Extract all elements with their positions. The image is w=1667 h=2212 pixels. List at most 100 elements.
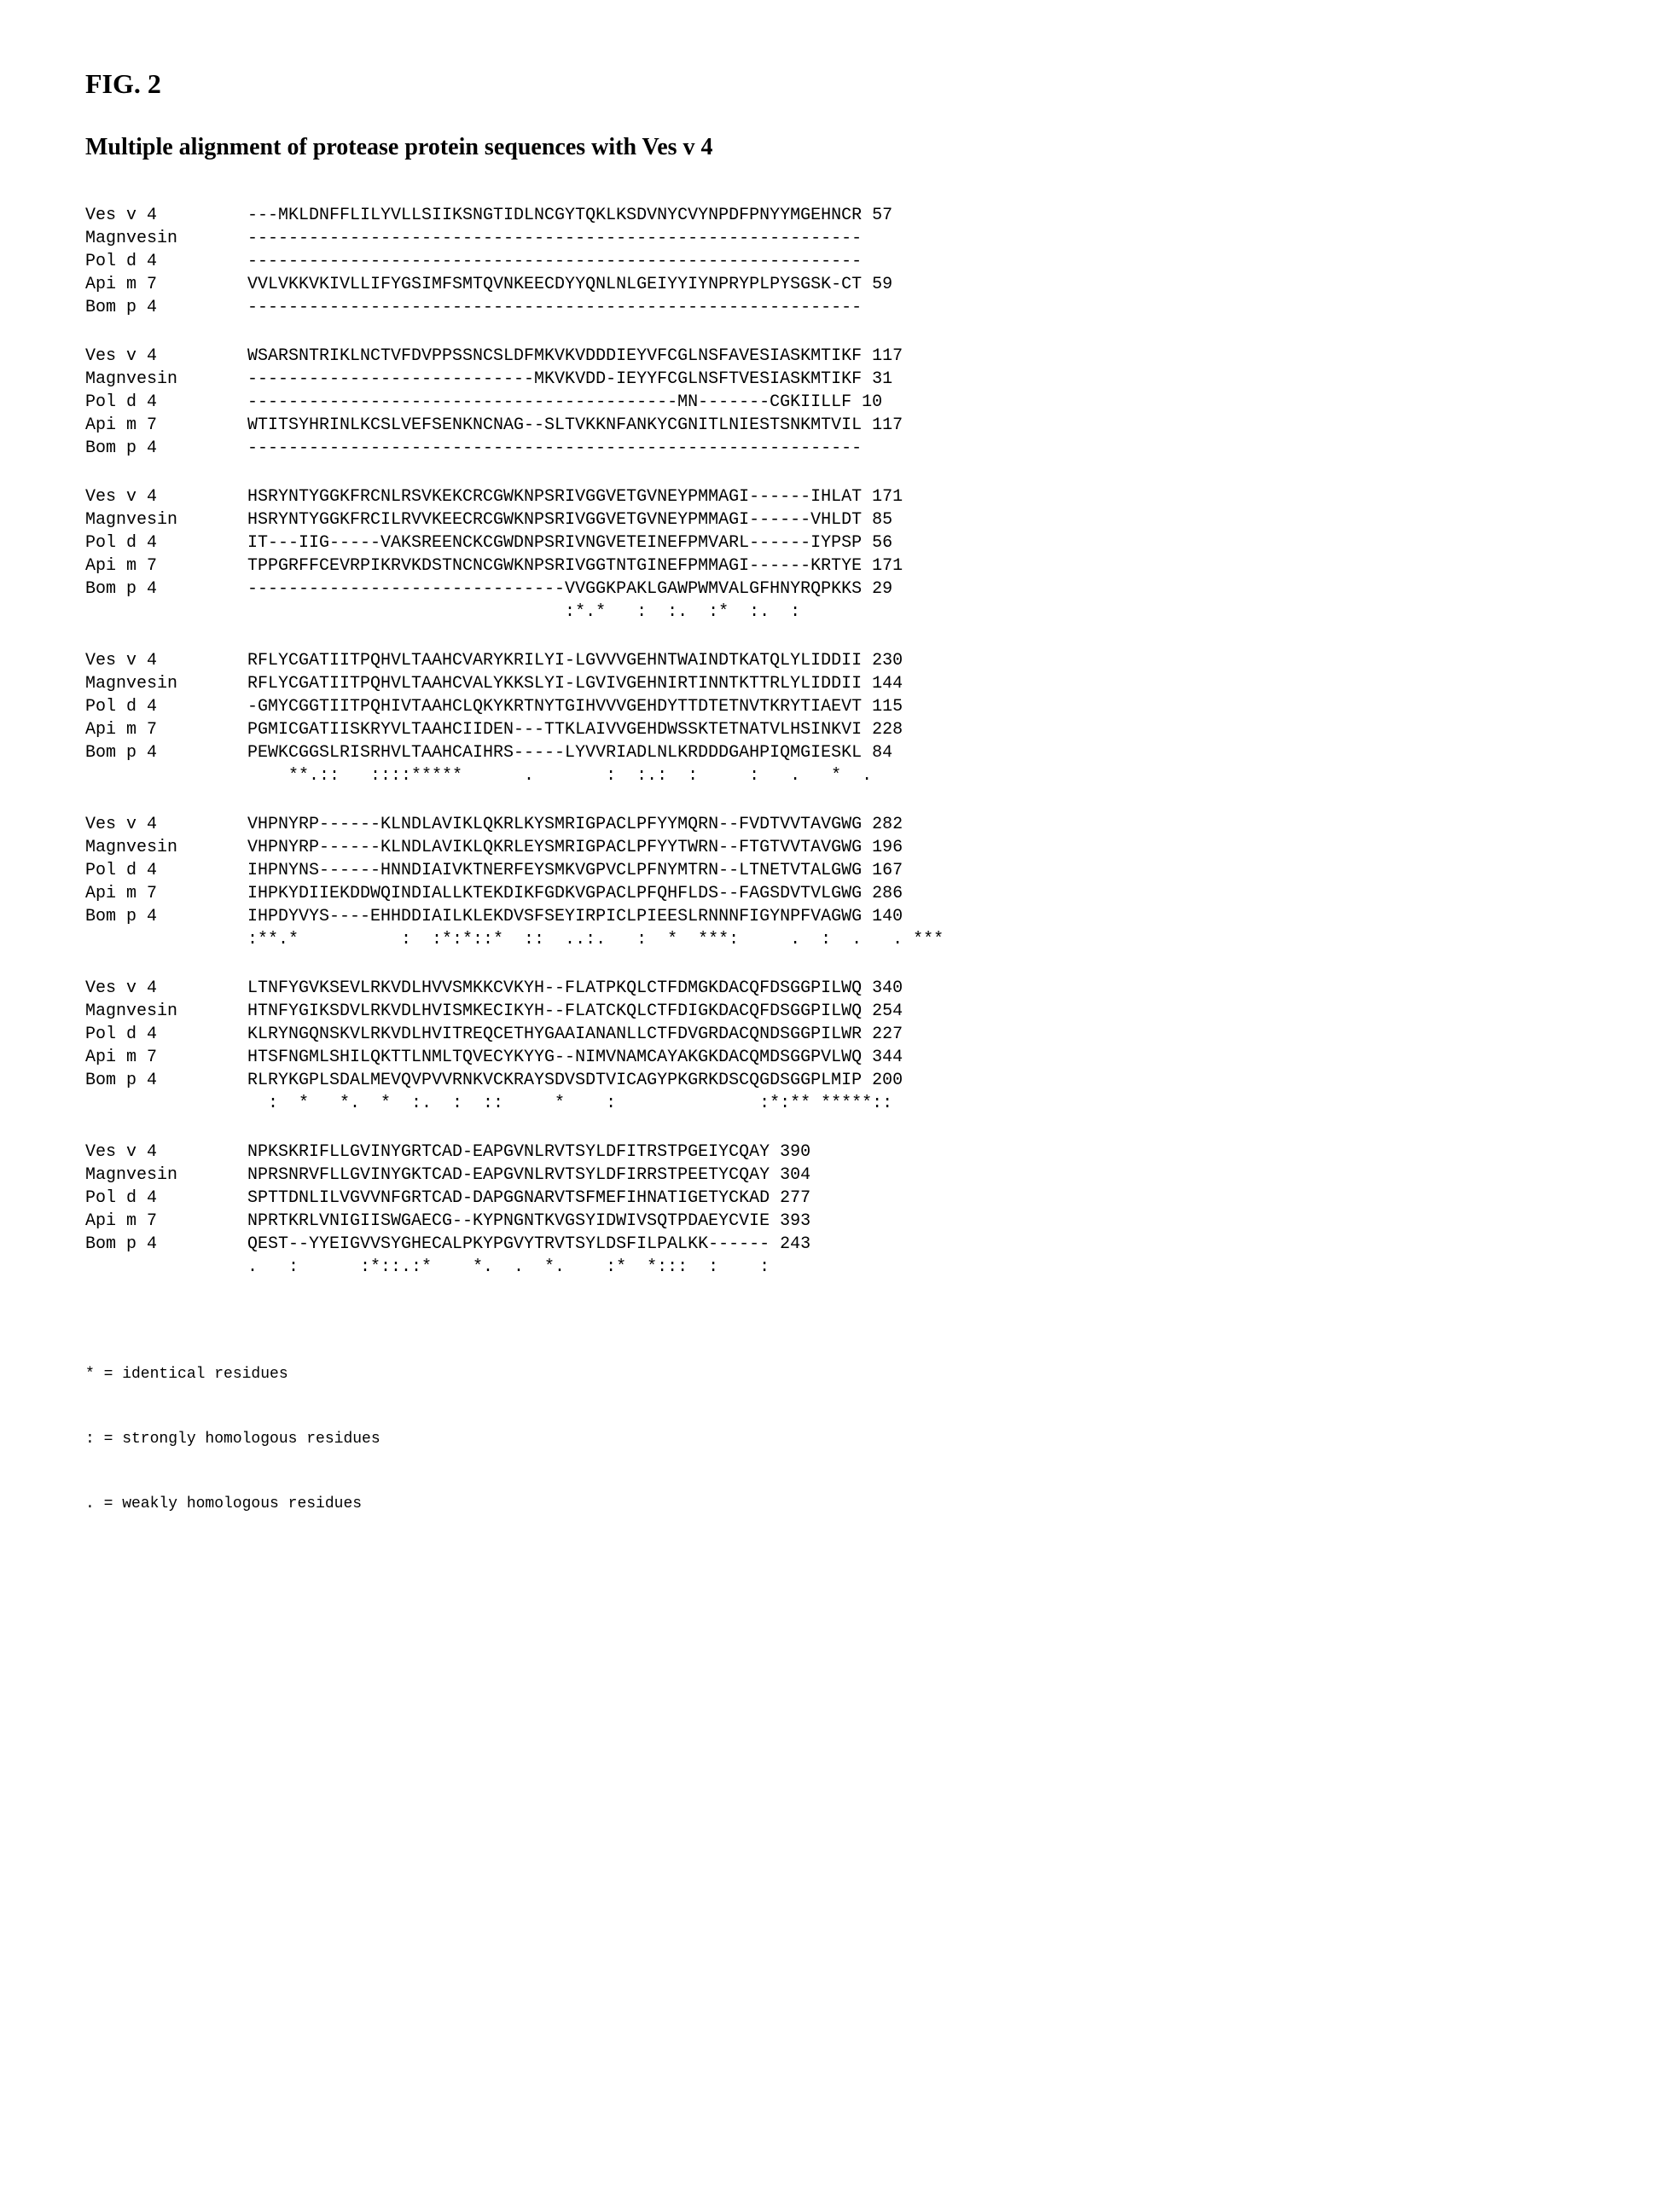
sequence-position: 140 — [862, 905, 903, 928]
sequence-text: -GMYCGGTIITPQHIVTAAHCLQKYKRTNYTGIHVVVGEH… — [247, 695, 862, 718]
sequence-text: NPKSKRIFLLGVINYGRTCAD-EAPGVNLRVTSYLDFITR… — [247, 1141, 770, 1164]
sequence-position: 228 — [862, 718, 903, 741]
alignment-container: Ves v 4 ---MKLDNFFLILYVLLSIIKSNGTIDLNCGYT… — [85, 204, 1582, 1279]
sequence-position: 29 — [862, 578, 892, 601]
sequence-label: Bom p 4 — [85, 741, 247, 764]
sequence-position: 171 — [862, 485, 903, 508]
sequence-position: 57 — [862, 204, 892, 227]
sequence-label: Magnvesin — [85, 1000, 247, 1023]
sequence-position: 85 — [862, 508, 892, 531]
sequence-text: SPTTDNLILVGVVNFGRTCAD-DAPGGNARVTSFMEFIHN… — [247, 1187, 770, 1210]
sequence-label: Ves v 4 — [85, 345, 247, 368]
sequence-text: IHPKYDIIEKDDWQINDIALLKTEKDIKFGDKVGPACLPF… — [247, 882, 862, 905]
sequence-position: 171 — [862, 554, 903, 578]
sequence-text: VVLVKKVKIVLLIFYGSIMFSMTQVNKEECDYYQNLNLGE… — [247, 273, 862, 296]
sequence-row: MagnvesinRFLYCGATIITPQHVLTAAHCVALYKKSLYI… — [85, 672, 1582, 695]
sequence-label: Api m 7 — [85, 882, 247, 905]
sequence-label: Bom p 4 — [85, 578, 247, 601]
sequence-position: 117 — [862, 345, 903, 368]
sequence-position: 117 — [862, 414, 903, 437]
sequence-position: 344 — [862, 1046, 903, 1069]
sequence-position: 196 — [862, 836, 903, 859]
sequence-row: Bom p 4PEWKCGGSLRISRHVLTAAHCAIHRS-----LY… — [85, 741, 1582, 764]
sequence-text: LTNFYGVKSEVLRKVDLHVVSMKKCVKYH--FLATPKQLC… — [247, 977, 862, 1000]
sequence-position: 144 — [862, 672, 903, 695]
sequence-row: Api m 7WTITSYHRINLKCSLVEFSENKNCNAG--SLTV… — [85, 414, 1582, 437]
sequence-label: Pol d 4 — [85, 1187, 247, 1210]
sequence-row: Magnvesin----------------------------MKV… — [85, 368, 1582, 391]
sequence-text: PGMICGATIISKRYVLTAAHCIIDEN---TTKLAIVVGEH… — [247, 718, 862, 741]
sequence-position — [862, 227, 872, 250]
sequence-text: ----------------------------------------… — [247, 250, 862, 273]
consensus-text: . : :*::.:* *. . *. :* *::: : : — [247, 1256, 770, 1279]
sequence-row: MagnvesinVHPNYRP------KLNDLAVIKLQKRLEYSM… — [85, 836, 1582, 859]
sequence-text: QEST--YYEIGVVSYGHECALPKYPGVYTRVTSYLDSFIL… — [247, 1233, 770, 1256]
sequence-position: 282 — [862, 813, 903, 836]
sequence-text: HTSFNGMLSHILQKTTLNMLTQVECYKYYG--NIMVNAMC… — [247, 1046, 862, 1069]
consensus-text: **.:: ::::***** . : :.: : : . * . — [247, 764, 872, 787]
sequence-label: Api m 7 — [85, 273, 247, 296]
sequence-position: 304 — [770, 1164, 810, 1187]
sequence-label: Api m 7 — [85, 718, 247, 741]
sequence-position: 84 — [862, 741, 892, 764]
sequence-position: 227 — [862, 1023, 903, 1046]
alignment-block: Ves v 4WSARSNTRIKLNCTVFDVPPSSNCSLDFMKVKV… — [85, 345, 1582, 460]
consensus-label — [85, 1092, 247, 1115]
consensus-text: : * *. * :. : :: * : :*:** *****:: — [247, 1092, 892, 1115]
sequence-text: RFLYCGATIITPQHVLTAAHCVALYKKSLYI-LGVIVGEH… — [247, 672, 862, 695]
sequence-label: Ves v 4 — [85, 977, 247, 1000]
sequence-text: ----------------------------------------… — [247, 296, 862, 319]
sequence-label: Api m 7 — [85, 1046, 247, 1069]
sequence-position: 167 — [862, 859, 903, 882]
alignment-block: Ves v 4NPKSKRIFLLGVINYGRTCAD-EAPGVNLRVTS… — [85, 1141, 1582, 1279]
sequence-text: IHPDYVYS----EHHDDIAILKLEKDVSFSEYIRPICLPI… — [247, 905, 862, 928]
sequence-position — [862, 296, 872, 319]
sequence-text: WTITSYHRINLKCSLVEFSENKNCNAG--SLTVKKNFANK… — [247, 414, 862, 437]
sequence-position: 340 — [862, 977, 903, 1000]
sequence-text: NPRTKRLVNIGIISWGAECG--KYPNGNTKVGSYIDWIVS… — [247, 1210, 770, 1233]
sequence-position — [862, 250, 872, 273]
sequence-row: MagnvesinNPRSNRVFLLGVINYGKTCAD-EAPGVNLRV… — [85, 1164, 1582, 1187]
sequence-position — [862, 437, 872, 460]
consensus-row: . : :*::.:* *. . *. :* *::: : : — [85, 1256, 1582, 1279]
sequence-label: Pol d 4 — [85, 250, 247, 273]
sequence-label: Pol d 4 — [85, 531, 247, 554]
sequence-row: Api m 7HTSFNGMLSHILQKTTLNMLTQVECYKYYG--N… — [85, 1046, 1582, 1069]
sequence-row: Ves v 4---MKLDNFFLILYVLLSIIKSNGTIDLNCGYT… — [85, 204, 1582, 227]
legend-line: : = strongly homologous residues — [85, 1429, 1582, 1450]
sequence-label: Pol d 4 — [85, 695, 247, 718]
sequence-text: PEWKCGGSLRISRHVLTAAHCAIHRS-----LYVVRIADL… — [247, 741, 862, 764]
sequence-label: Bom p 4 — [85, 296, 247, 319]
consensus-label — [85, 1256, 247, 1279]
consensus-label — [85, 928, 247, 951]
sequence-position: 230 — [862, 649, 903, 672]
sequence-label: Magnvesin — [85, 508, 247, 531]
alignment-title: Multiple alignment of protease protein s… — [85, 134, 1582, 161]
sequence-row: MagnvesinHSRYNTYGGKFRCILRVVKEECRCGWKNPSR… — [85, 508, 1582, 531]
sequence-label: Magnvesin — [85, 227, 247, 250]
sequence-row: Bom p 4IHPDYVYS----EHHDDIAILKLEKDVSFSEYI… — [85, 905, 1582, 928]
sequence-row: Bom p 4QEST--YYEIGVVSYGHECALPKYPGVYTRVTS… — [85, 1233, 1582, 1256]
sequence-label: Ves v 4 — [85, 1141, 247, 1164]
sequence-row: Pol d 4---------------------------------… — [85, 391, 1582, 414]
sequence-text: NPRSNRVFLLGVINYGKTCAD-EAPGVNLRVTSYLDFIRR… — [247, 1164, 770, 1187]
sequence-row: Ves v 4WSARSNTRIKLNCTVFDVPPSSNCSLDFMKVKV… — [85, 345, 1582, 368]
alignment-block: Ves v 4VHPNYRP------KLNDLAVIKLQKRLKYSMRI… — [85, 813, 1582, 951]
sequence-row: Api m 7NPRTKRLVNIGIISWGAECG--KYPNGNTKVGS… — [85, 1210, 1582, 1233]
consensus-row: : * *. * :. : :: * : :*:** *****:: — [85, 1092, 1582, 1115]
legend-line: . = weakly homologous residues — [85, 1494, 1582, 1515]
sequence-row: Ves v 4VHPNYRP------KLNDLAVIKLQKRLKYSMRI… — [85, 813, 1582, 836]
sequence-label: Api m 7 — [85, 1210, 247, 1233]
sequence-position: 390 — [770, 1141, 810, 1164]
sequence-row: Pol d 4IHPNYNS------HNNDIAIVKTNERFEYSMKV… — [85, 859, 1582, 882]
sequence-position: 277 — [770, 1187, 810, 1210]
sequence-label: Api m 7 — [85, 554, 247, 578]
sequence-row: Pol d 4KLRYNGQNSKVLRKVDLHVITREQCETHYGAAI… — [85, 1023, 1582, 1046]
sequence-text: TPPGRFFCEVRPIKRVKDSTNCNCGWKNPSRIVGGTNTGI… — [247, 554, 862, 578]
sequence-label: Pol d 4 — [85, 859, 247, 882]
sequence-label: Bom p 4 — [85, 437, 247, 460]
sequence-text: ---MKLDNFFLILYVLLSIIKSNGTIDLNCGYTQKLKSDV… — [247, 204, 862, 227]
alignment-block: Ves v 4HSRYNTYGGKFRCNLRSVKEKCRCGWKNPSRIV… — [85, 485, 1582, 624]
sequence-label: Ves v 4 — [85, 649, 247, 672]
sequence-label: Magnvesin — [85, 1164, 247, 1187]
